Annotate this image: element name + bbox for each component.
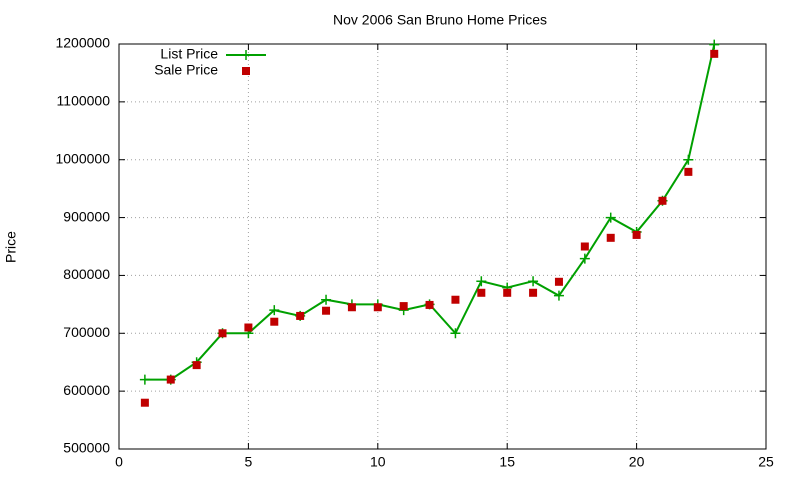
data-point <box>710 49 719 58</box>
legend-label: List Price <box>160 46 218 62</box>
data-point <box>503 288 512 297</box>
data-point <box>451 295 460 304</box>
x-tick-label: 5 <box>245 454 253 470</box>
data-point <box>554 277 563 286</box>
x-tick-label: 10 <box>370 454 386 470</box>
y-tick-label: 1100000 <box>57 93 111 109</box>
data-point <box>579 253 590 264</box>
y-tick-label: 1000000 <box>55 150 110 166</box>
x-tick-label: 25 <box>758 454 774 470</box>
data-point <box>269 305 280 316</box>
y-tick-label: 1200000 <box>55 35 110 51</box>
x-tick-label: 0 <box>115 454 123 470</box>
data-point <box>580 242 589 251</box>
plot-border <box>118 43 767 450</box>
data-point <box>606 233 615 242</box>
y-tick-label: 800000 <box>63 266 110 282</box>
data-point <box>709 39 720 50</box>
data-point <box>476 276 487 287</box>
data-point <box>218 329 227 338</box>
data-point <box>605 212 616 223</box>
chart-title: Nov 2006 San Bruno Home Prices <box>333 12 547 28</box>
y-tick-label: 900000 <box>63 208 110 224</box>
data-point <box>553 290 564 301</box>
data-point <box>684 167 693 176</box>
data-point <box>322 306 331 315</box>
data-point <box>192 361 201 370</box>
y-axis-label: Price <box>3 231 19 263</box>
legend-swatch <box>242 67 250 75</box>
legend-label: Sale Price <box>154 62 218 78</box>
data-point <box>477 288 486 297</box>
y-tick-label: 600000 <box>63 382 110 398</box>
data-point <box>244 323 253 332</box>
legend-swatch <box>241 50 251 60</box>
data-point <box>270 317 279 326</box>
data-point <box>140 398 149 407</box>
data-point <box>321 294 332 305</box>
data-point <box>373 303 382 312</box>
data-point <box>139 374 150 385</box>
data-point <box>296 311 305 320</box>
series-line <box>144 44 716 381</box>
data-point <box>528 276 539 287</box>
x-tick-label: 20 <box>629 454 645 470</box>
data-point <box>683 154 694 165</box>
x-tick-label: 15 <box>499 454 515 470</box>
data-point <box>529 288 538 297</box>
data-point <box>658 196 667 205</box>
data-point <box>166 375 175 384</box>
y-tick-label: 500000 <box>63 440 110 456</box>
data-point <box>425 300 434 309</box>
data-point <box>347 303 356 312</box>
data-point <box>399 302 408 311</box>
y-tick-label: 700000 <box>63 324 110 340</box>
data-point <box>450 328 461 339</box>
data-point <box>632 230 641 239</box>
